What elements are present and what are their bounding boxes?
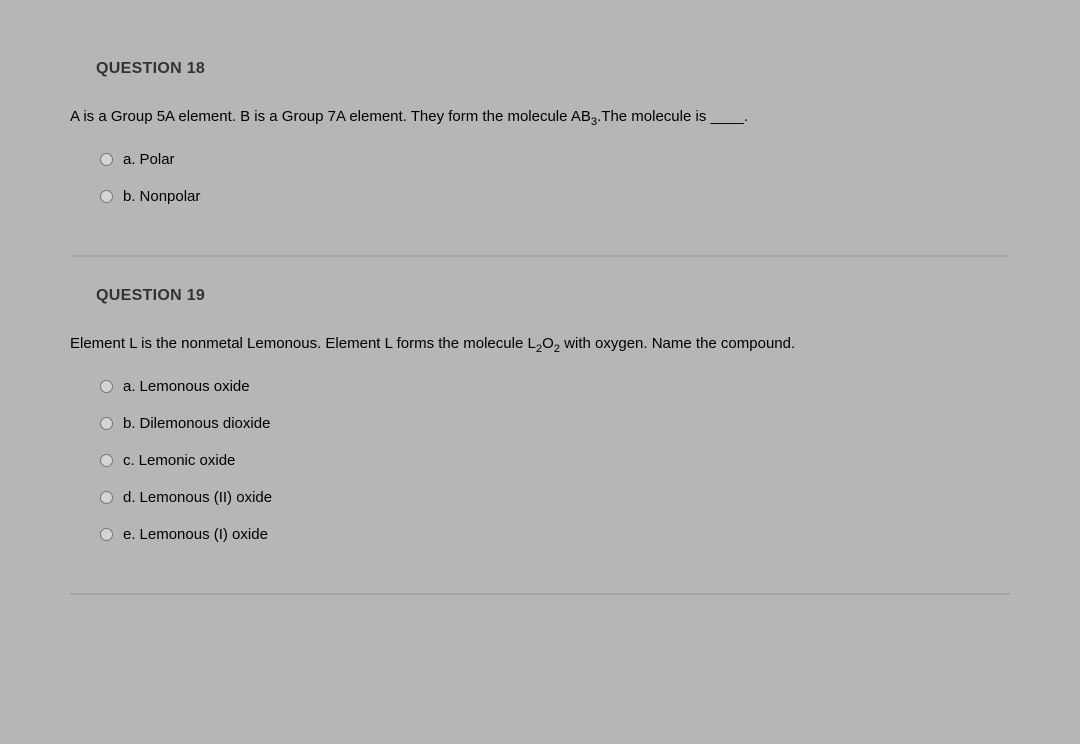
option-text: Lemonous (II) oxide [140,489,273,506]
option-row[interactable]: b. Nonpolar [100,188,1010,205]
option-row[interactable]: b. Dilemonous dioxide [100,415,1010,432]
option-row[interactable]: a. Polar [100,151,1010,168]
radio-icon[interactable] [100,454,113,467]
option-label: a. Lemonous oxide [123,378,250,395]
option-row[interactable]: c. Lemonic oxide [100,452,1010,469]
options-list: a. Polar b. Nonpolar [100,151,1010,205]
option-label: d. Lemonous (II) oxide [123,489,272,506]
option-letter: c. [123,452,135,469]
options-list: a. Lemonous oxide b. Dilemonous dioxide … [100,378,1010,543]
option-row[interactable]: d. Lemonous (II) oxide [100,489,1010,506]
radio-icon[interactable] [100,491,113,504]
option-letter: e. [123,526,136,543]
quiz-page: QUESTION 18 A is a Group 5A element. B i… [0,0,1080,625]
question-title: QUESTION 18 [96,60,1010,78]
option-text: Lemonic oxide [139,452,236,469]
option-letter: b. [123,415,136,432]
radio-icon[interactable] [100,417,113,430]
q18-text-post: .The molecule is ____. [597,108,748,125]
option-row[interactable]: e. Lemonous (I) oxide [100,526,1010,543]
radio-icon[interactable] [100,528,113,541]
q18-text-pre: A is a Group 5A element. B is a Group 7A… [70,108,591,125]
question-text: Element L is the nonmetal Lemonous. Elem… [70,333,1010,354]
option-letter: b. [123,188,136,205]
radio-icon[interactable] [100,153,113,166]
radio-icon[interactable] [100,190,113,203]
question-title: QUESTION 19 [96,287,1010,305]
option-label: b. Dilemonous dioxide [123,415,270,432]
option-text: Dilemonous dioxide [140,415,271,432]
option-text: Nonpolar [140,188,201,205]
option-label: e. Lemonous (I) oxide [123,526,268,543]
option-letter: d. [123,489,136,506]
option-label: a. Polar [123,151,175,168]
option-label: b. Nonpolar [123,188,200,205]
option-text: Lemonous (I) oxide [140,526,268,543]
question-text: A is a Group 5A element. B is a Group 7A… [70,106,1010,127]
option-row[interactable]: a. Lemonous oxide [100,378,1010,395]
q19-text-pre: Element L is the nonmetal Lemonous. Elem… [70,335,536,352]
question-block-18: QUESTION 18 A is a Group 5A element. B i… [70,40,1010,257]
question-block-19: QUESTION 19 Element L is the nonmetal Le… [70,267,1010,595]
option-letter: a. [123,378,136,395]
option-text: Lemonous oxide [140,378,250,395]
q19-text-mid: O [542,335,554,352]
option-text: Polar [140,151,175,168]
radio-icon[interactable] [100,380,113,393]
option-label: c. Lemonic oxide [123,452,235,469]
q19-text-post: with oxygen. Name the compound. [560,335,795,352]
option-letter: a. [123,151,136,168]
